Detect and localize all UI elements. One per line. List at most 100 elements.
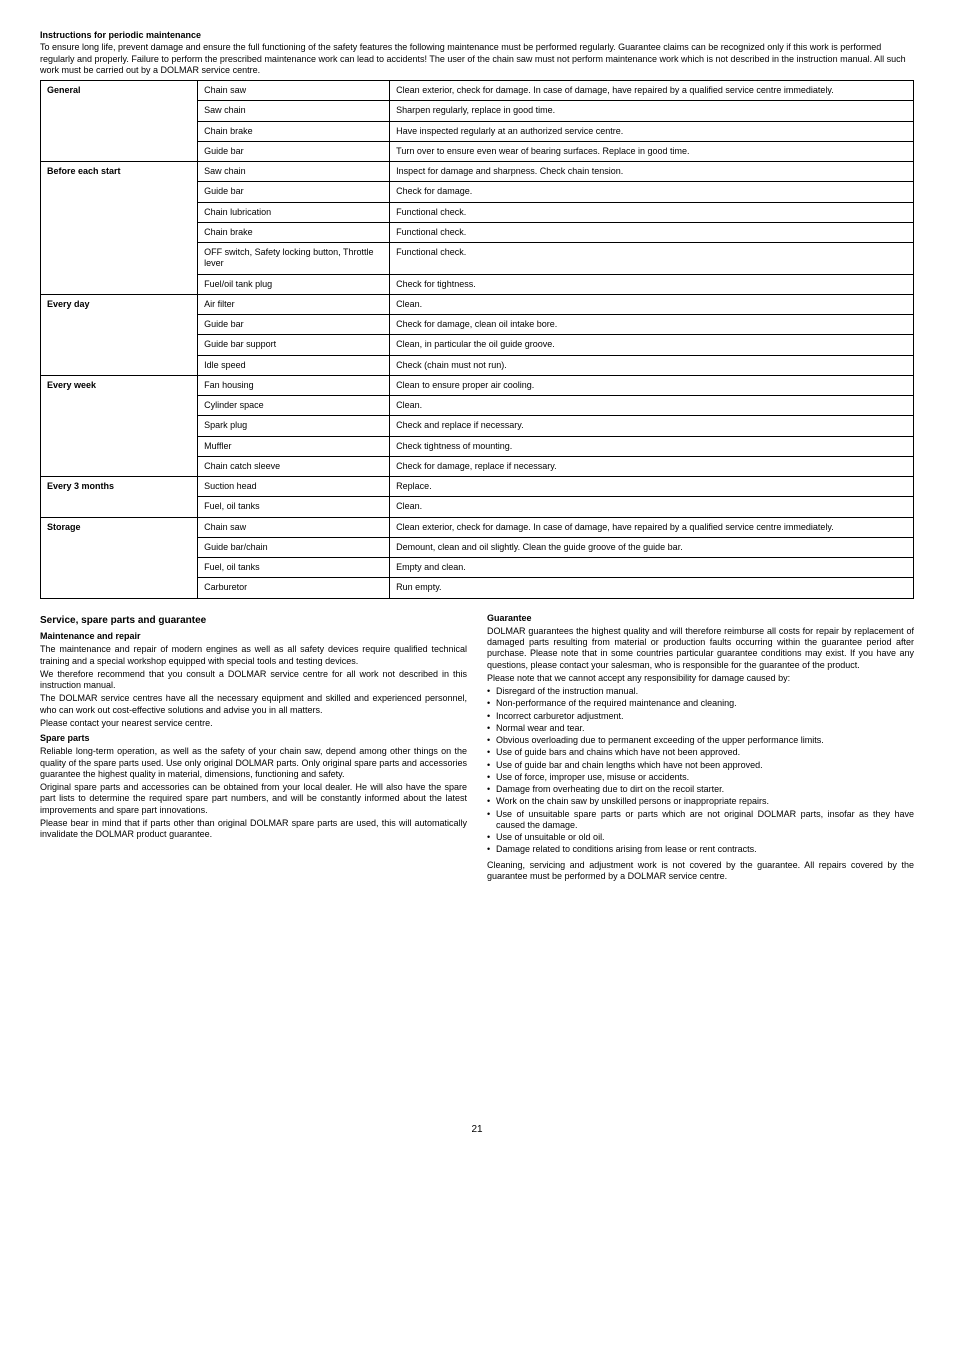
category-cell	[41, 396, 198, 416]
action-cell: Check (chain must not run).	[390, 355, 914, 375]
item-cell: Guide bar	[198, 315, 390, 335]
right-p3: Cleaning, servicing and adjustment work …	[487, 860, 914, 883]
action-cell: Clean to ensure proper air cooling.	[390, 375, 914, 395]
table-row: MufflerCheck tightness of mounting.	[41, 436, 914, 456]
category-cell	[41, 243, 198, 275]
item-cell: Chain saw	[198, 517, 390, 537]
spare-parts-subtitle: Spare parts	[40, 733, 467, 744]
category-cell	[41, 121, 198, 141]
item-cell: Guide bar support	[198, 335, 390, 355]
bullet-item: Damage related to conditions arising fro…	[487, 844, 914, 855]
category-cell: Storage	[41, 517, 198, 537]
left-p3: The DOLMAR service centres have all the …	[40, 693, 467, 716]
item-cell: Saw chain	[198, 101, 390, 121]
guarantee-bullets: Disregard of the instruction manual.Non-…	[487, 686, 914, 856]
item-cell: Chain lubrication	[198, 202, 390, 222]
left-p6: Original spare parts and accessories can…	[40, 782, 467, 816]
bullet-item: Non-performance of the required maintena…	[487, 698, 914, 709]
category-cell	[41, 537, 198, 557]
action-cell: Clean.	[390, 294, 914, 314]
category-cell	[41, 315, 198, 335]
action-cell: Replace.	[390, 477, 914, 497]
item-cell: Saw chain	[198, 162, 390, 182]
item-cell: Cylinder space	[198, 396, 390, 416]
category-cell	[41, 456, 198, 476]
item-cell: Suction head	[198, 477, 390, 497]
table-row: Every dayAir filterClean.	[41, 294, 914, 314]
item-cell: OFF switch, Safety locking button, Throt…	[198, 243, 390, 275]
left-p7: Please bear in mind that if parts other …	[40, 818, 467, 841]
action-cell: Clean.	[390, 497, 914, 517]
category-cell	[41, 436, 198, 456]
bullet-item: Use of force, improper use, misuse or ac…	[487, 772, 914, 783]
text-columns: Service, spare parts and guarantee Maint…	[40, 609, 914, 885]
item-cell: Chain saw	[198, 81, 390, 101]
action-cell: Check and replace if necessary.	[390, 416, 914, 436]
action-cell: Have inspected regularly at an authorize…	[390, 121, 914, 141]
table-row: Fuel/oil tank plugCheck for tightness.	[41, 274, 914, 294]
action-cell: Inspect for damage and sharpness. Check …	[390, 162, 914, 182]
category-cell	[41, 416, 198, 436]
item-cell: Muffler	[198, 436, 390, 456]
table-row: Cylinder spaceClean.	[41, 396, 914, 416]
maintenance-table: GeneralChain sawClean exterior, check fo…	[40, 80, 914, 599]
action-cell: Clean, in particular the oil guide groov…	[390, 335, 914, 355]
service-title: Service, spare parts and guarantee	[40, 615, 467, 628]
item-cell: Guide bar/chain	[198, 537, 390, 557]
category-cell: Every week	[41, 375, 198, 395]
action-cell: Check tightness of mounting.	[390, 436, 914, 456]
page-number: 21	[40, 1124, 914, 1137]
item-cell: Fuel, oil tanks	[198, 558, 390, 578]
table-row: Guide barCheck for damage, clean oil int…	[41, 315, 914, 335]
bullet-item: Obvious overloading due to permanent exc…	[487, 735, 914, 746]
item-cell: Chain brake	[198, 222, 390, 242]
table-row: Guide barTurn over to ensure even wear o…	[41, 141, 914, 161]
bullet-item: Use of unsuitable or old oil.	[487, 832, 914, 843]
action-cell: Functional check.	[390, 243, 914, 275]
right-p2: Please note that we cannot accept any re…	[487, 673, 914, 684]
maintenance-subtitle: Maintenance and repair	[40, 631, 467, 642]
bullet-item: Damage from overheating due to dirt on t…	[487, 784, 914, 795]
category-cell	[41, 141, 198, 161]
table-row: Chain catch sleeveCheck for damage, repl…	[41, 456, 914, 476]
bullet-item: Use of unsuitable spare parts or parts w…	[487, 809, 914, 832]
table-row: Guide barCheck for damage.	[41, 182, 914, 202]
item-cell: Air filter	[198, 294, 390, 314]
table-row: GeneralChain sawClean exterior, check fo…	[41, 81, 914, 101]
item-cell: Carburetor	[198, 578, 390, 598]
left-p5: Reliable long-term operation, as well as…	[40, 746, 467, 780]
right-column: Guarantee DOLMAR guarantees the highest …	[487, 609, 914, 885]
action-cell: Turn over to ensure even wear of bearing…	[390, 141, 914, 161]
item-cell: Spark plug	[198, 416, 390, 436]
item-cell: Guide bar	[198, 141, 390, 161]
left-p4: Please contact your nearest service cent…	[40, 718, 467, 729]
table-row: Chain brakeFunctional check.	[41, 222, 914, 242]
action-cell: Clean.	[390, 396, 914, 416]
table-row: Idle speedCheck (chain must not run).	[41, 355, 914, 375]
intro-text: To ensure long life, prevent damage and …	[40, 42, 914, 76]
table-row: Chain lubricationFunctional check.	[41, 202, 914, 222]
category-cell	[41, 222, 198, 242]
category-cell	[41, 578, 198, 598]
item-cell: Fuel, oil tanks	[198, 497, 390, 517]
action-cell: Functional check.	[390, 202, 914, 222]
table-row: CarburetorRun empty.	[41, 578, 914, 598]
action-cell: Demount, clean and oil slightly. Clean t…	[390, 537, 914, 557]
table-row: Before each startSaw chainInspect for da…	[41, 162, 914, 182]
main-heading: Instructions for periodic maintenance	[40, 30, 914, 41]
right-p1: DOLMAR guarantees the highest quality an…	[487, 626, 914, 671]
bullet-item: Incorrect carburetor adjustment.	[487, 711, 914, 722]
bullet-item: Disregard of the instruction manual.	[487, 686, 914, 697]
table-row: Guide bar/chainDemount, clean and oil sl…	[41, 537, 914, 557]
bullet-item: Use of guide bars and chains which have …	[487, 747, 914, 758]
action-cell: Check for tightness.	[390, 274, 914, 294]
item-cell: Idle speed	[198, 355, 390, 375]
table-row: Every weekFan housingClean to ensure pro…	[41, 375, 914, 395]
action-cell: Sharpen regularly, replace in good time.	[390, 101, 914, 121]
category-cell	[41, 497, 198, 517]
action-cell: Clean exterior, check for damage. In cas…	[390, 517, 914, 537]
category-cell: Every day	[41, 294, 198, 314]
table-row: OFF switch, Safety locking button, Throt…	[41, 243, 914, 275]
action-cell: Run empty.	[390, 578, 914, 598]
category-cell: Every 3 months	[41, 477, 198, 497]
